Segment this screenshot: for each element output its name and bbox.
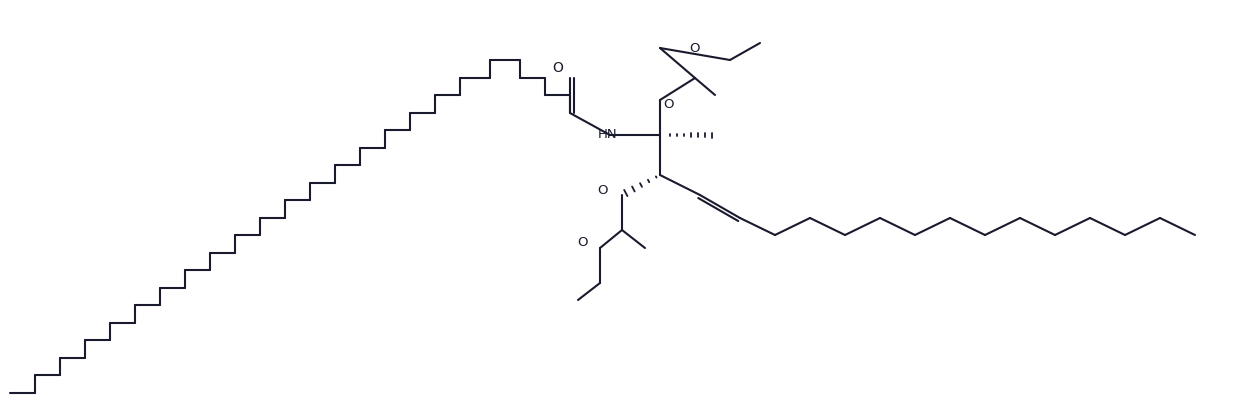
Text: O: O: [578, 237, 587, 249]
Text: O: O: [690, 42, 700, 54]
Text: HN: HN: [599, 129, 618, 141]
Text: O: O: [598, 183, 608, 197]
Text: O: O: [662, 98, 674, 112]
Text: O: O: [552, 61, 564, 75]
